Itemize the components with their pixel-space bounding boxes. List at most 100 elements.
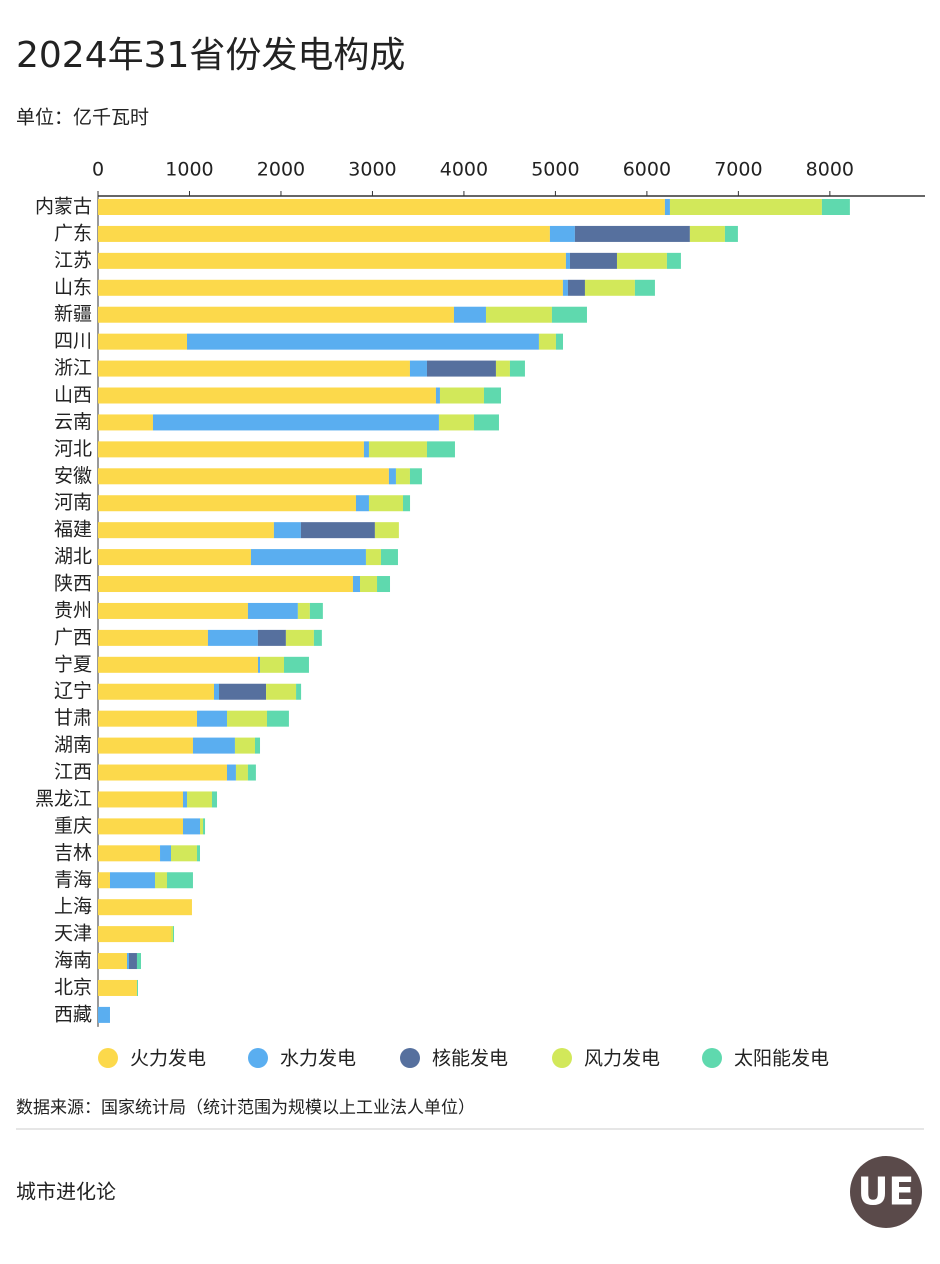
y-tick-label: 四川 xyxy=(54,330,92,352)
bar-segment xyxy=(409,360,427,377)
bar-segment xyxy=(213,683,220,700)
bar-segment xyxy=(368,441,427,458)
y-tick-label: 广西 xyxy=(54,626,92,648)
y-tick-label: 宁夏 xyxy=(54,653,92,675)
bar-segment xyxy=(569,252,617,269)
bar-segment xyxy=(574,225,690,242)
legend-label: 风力发电 xyxy=(584,1048,660,1070)
y-tick-label: 新疆 xyxy=(54,303,92,325)
bar-segment xyxy=(98,737,193,754)
bar-segment xyxy=(98,468,389,485)
bar-segment xyxy=(98,872,110,889)
bar-segment xyxy=(152,414,439,431)
bar-segment xyxy=(136,979,138,996)
bar-segment xyxy=(98,225,550,242)
bar-segment xyxy=(207,629,258,646)
bar-segment xyxy=(171,926,174,943)
bar-segment xyxy=(187,333,539,350)
bar-segment xyxy=(98,764,227,781)
bar-segment xyxy=(235,764,248,781)
y-tick-label: 贵州 xyxy=(54,599,92,621)
bar-segment xyxy=(260,656,284,673)
y-tick-label: 海南 xyxy=(54,950,92,972)
bar-segment xyxy=(567,279,585,296)
bar-segment xyxy=(565,252,570,269)
y-tick-label: 山东 xyxy=(54,276,92,298)
legend-label: 水力发电 xyxy=(280,1048,356,1070)
bar-segment xyxy=(562,279,568,296)
bar-segment xyxy=(368,495,404,512)
bar-segment xyxy=(258,656,261,673)
bar-segment xyxy=(109,872,155,889)
y-tick-label: 福建 xyxy=(54,519,92,541)
bar-segment xyxy=(129,953,137,970)
bar-segment xyxy=(584,279,635,296)
bar-segment xyxy=(166,872,193,889)
bar-segment xyxy=(98,656,259,673)
bar-segment xyxy=(182,818,201,835)
bar-segment xyxy=(297,602,310,619)
y-tick-label: 甘肃 xyxy=(54,707,92,729)
bar-segment xyxy=(254,737,261,754)
bar-segment xyxy=(126,953,130,970)
y-tick-label: 河北 xyxy=(54,438,92,460)
bar-segment xyxy=(203,818,206,835)
bar-segment xyxy=(285,629,314,646)
bar-segment xyxy=(160,845,172,862)
bar-segment xyxy=(173,926,175,943)
bar-segment xyxy=(495,360,510,377)
bar-segment xyxy=(234,737,255,754)
bar-segment xyxy=(98,252,566,269)
bar-segment xyxy=(374,522,399,539)
bar-segment xyxy=(247,764,256,781)
y-tick-label: 辽宁 xyxy=(54,680,92,702)
x-tick-label: 8000 xyxy=(806,159,854,181)
x-tick-label: 6000 xyxy=(623,159,671,181)
bar-segment xyxy=(724,225,738,242)
bar-segment xyxy=(616,252,667,269)
y-tick-label: 陕西 xyxy=(54,573,92,595)
bar-segment xyxy=(257,629,286,646)
legend-swatch xyxy=(400,1048,420,1068)
bar-segment xyxy=(355,495,369,512)
logo-circle xyxy=(850,1156,922,1228)
x-tick-label: 4000 xyxy=(440,159,488,181)
bar-segment xyxy=(98,576,353,593)
bar-segment xyxy=(98,602,248,619)
bar-segment xyxy=(187,791,212,808)
bar-segment xyxy=(98,683,214,700)
y-tick-label: 山西 xyxy=(54,384,92,406)
bar-segment xyxy=(98,791,183,808)
bar-segment xyxy=(360,576,378,593)
bar-segment xyxy=(98,926,172,943)
bar-segment xyxy=(296,683,302,700)
bar-segment xyxy=(98,845,161,862)
bar-segment xyxy=(509,360,525,377)
legend-label: 太阳能发电 xyxy=(734,1048,829,1070)
legend-label: 核能发电 xyxy=(432,1048,508,1070)
bar-segment xyxy=(196,710,227,727)
bar-segment xyxy=(551,306,587,323)
x-tick-label: 7000 xyxy=(714,159,762,181)
bar-segment xyxy=(669,199,822,215)
bar-segment xyxy=(689,225,725,242)
bar-segment xyxy=(266,683,297,700)
y-tick-label: 浙江 xyxy=(54,357,92,379)
logo-text: UE xyxy=(858,1170,915,1214)
x-tick-label: 2000 xyxy=(257,159,305,181)
bar-segment xyxy=(485,306,552,323)
bar-segment xyxy=(473,414,499,431)
bar-segment xyxy=(438,414,474,431)
bar-segment xyxy=(250,549,366,566)
y-tick-label: 内蒙古 xyxy=(35,196,92,218)
bar-segment xyxy=(283,656,309,673)
bar-segment xyxy=(664,199,670,215)
y-tick-label: 青海 xyxy=(54,869,92,891)
bar-segment xyxy=(365,549,381,566)
y-tick-label: 北京 xyxy=(54,976,92,998)
bar-segment xyxy=(154,872,167,889)
x-tick-label: 1000 xyxy=(165,159,213,181)
x-tick-label: 0 xyxy=(92,159,104,181)
y-tick-label: 黑龙江 xyxy=(35,788,92,810)
